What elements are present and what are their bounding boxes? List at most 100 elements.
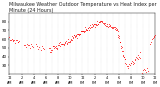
Point (96, 20, 98, 22)
Point (78, 33, 81, 35)
Point (109, 25, 112, 27)
Point (134, 59, 137, 60)
Point (75, 34, 77, 36)
Point (116, 29, 118, 30)
Point (105, 25, 107, 27)
Point (63, 44, 65, 46)
Point (127, 67, 130, 68)
Point (122, 54, 124, 55)
Point (92, 23, 95, 25)
Point (95, 24, 98, 25)
Point (121, 50, 124, 52)
Point (72, 37, 75, 38)
Point (85, 29, 88, 31)
Point (121, 50, 123, 52)
Point (52, 45, 54, 46)
Point (128, 64, 130, 65)
Point (39, 50, 42, 51)
Point (146, 67, 148, 69)
Point (136, 58, 139, 59)
Point (24, 46, 27, 47)
Point (57, 45, 59, 46)
Point (117, 36, 119, 38)
Point (83, 31, 85, 32)
Point (97, 21, 100, 22)
Point (77, 33, 80, 35)
Point (50, 49, 53, 50)
Point (70, 39, 73, 41)
Point (85, 28, 87, 29)
Point (66, 44, 68, 45)
Point (115, 29, 117, 31)
Point (113, 28, 116, 30)
Point (107, 23, 110, 25)
Point (132, 63, 135, 65)
Point (116, 30, 119, 32)
Point (73, 34, 76, 35)
Point (90, 26, 92, 27)
Point (76, 37, 78, 38)
Point (98, 21, 101, 23)
Point (49, 48, 51, 49)
Point (62, 43, 65, 45)
Point (98, 21, 100, 23)
Point (93, 24, 95, 25)
Point (52, 47, 55, 49)
Point (119, 41, 122, 42)
Point (37, 48, 40, 49)
Point (92, 25, 94, 26)
Point (118, 36, 120, 37)
Point (75, 35, 78, 37)
Point (131, 61, 134, 63)
Point (12, 40, 15, 41)
Point (102, 23, 105, 24)
Point (95, 24, 97, 25)
Point (51, 46, 54, 47)
Point (8, 36, 11, 38)
Point (69, 40, 72, 41)
Point (54, 45, 57, 47)
Point (56, 48, 58, 49)
Point (62, 43, 64, 45)
Point (59, 42, 62, 43)
Point (120, 47, 122, 48)
Point (64, 42, 66, 43)
Point (141, 73, 144, 74)
Point (152, 36, 155, 37)
Point (26, 44, 29, 46)
Point (110, 27, 113, 28)
Point (129, 63, 132, 64)
Point (30, 45, 33, 46)
Point (72, 37, 74, 39)
Point (41, 45, 43, 47)
Point (60, 44, 62, 45)
Point (88, 27, 91, 28)
Point (81, 31, 84, 32)
Point (56, 48, 59, 49)
Point (72, 35, 75, 36)
Point (82, 31, 85, 32)
Point (67, 41, 69, 43)
Point (100, 21, 103, 22)
Point (29, 43, 32, 44)
Point (73, 36, 76, 37)
Point (49, 51, 52, 52)
Point (89, 28, 91, 29)
Point (71, 35, 74, 37)
Point (64, 42, 67, 44)
Point (108, 25, 110, 27)
Point (102, 23, 104, 24)
Point (68, 41, 71, 43)
Point (79, 33, 82, 34)
Point (107, 26, 109, 28)
Point (88, 29, 90, 31)
Point (131, 60, 133, 62)
Point (48, 48, 50, 49)
Point (124, 63, 127, 65)
Point (108, 24, 111, 25)
Point (13, 40, 16, 41)
Point (103, 23, 106, 24)
Point (67, 39, 70, 40)
Point (89, 25, 92, 26)
Point (69, 40, 72, 41)
